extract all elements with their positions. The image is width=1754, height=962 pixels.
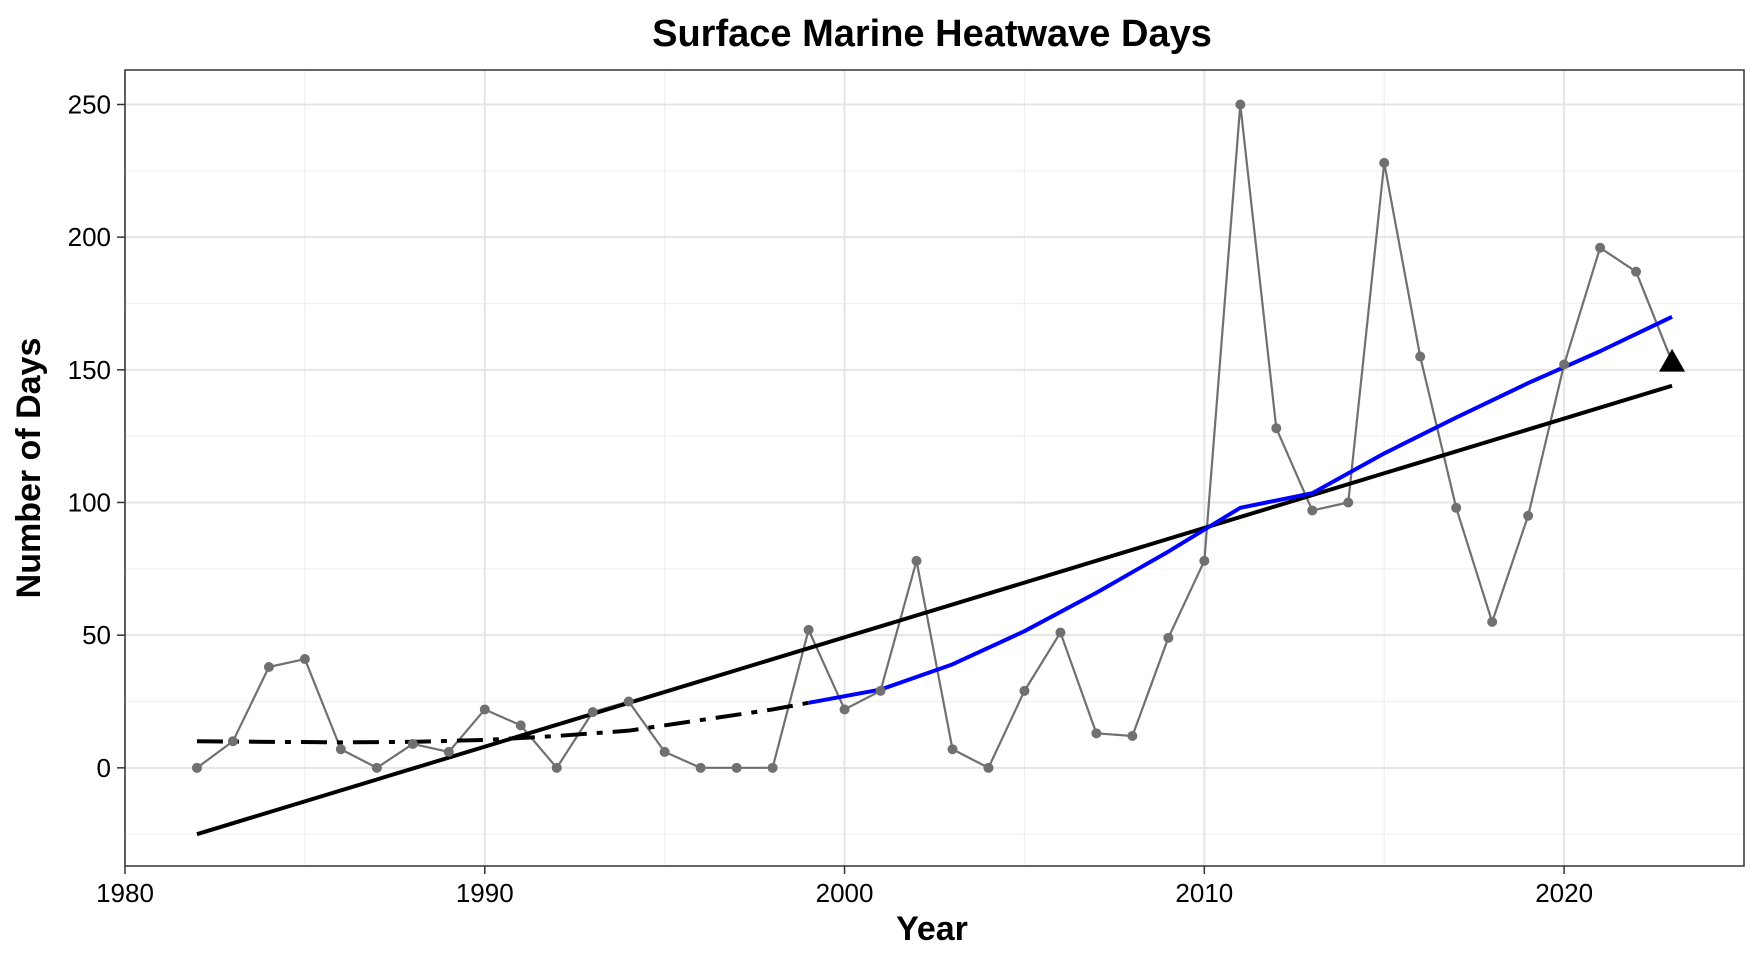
latest-triangle-marker — [1659, 348, 1686, 372]
observed-data-point — [515, 720, 526, 731]
observed-data-point — [1091, 728, 1102, 739]
observed-data-point — [1199, 555, 1210, 566]
smooth-trend-late-line — [808, 314, 1673, 705]
y-axis-title: Number of Days — [10, 338, 48, 599]
observed-data-point — [1163, 632, 1174, 643]
observed-data-point — [875, 685, 886, 696]
x-tick-label: 2010 — [1175, 878, 1233, 908]
observed-data-point — [443, 746, 454, 757]
observed-data-point — [1379, 157, 1390, 168]
x-tick-label: 2000 — [816, 878, 874, 908]
x-tick-label: 1990 — [456, 878, 514, 908]
observed-data-point — [263, 662, 274, 672]
observed-data-point — [335, 744, 346, 755]
observed-data-point — [1487, 616, 1498, 627]
observed-data-point — [839, 704, 850, 715]
observed-data-point — [803, 624, 814, 635]
observed-data-point — [1307, 505, 1318, 516]
observed-data-point — [299, 654, 310, 665]
smooth-trend-early-line — [196, 700, 809, 745]
tick-layer: 1980 1990 2000 2010 2020 0 50 100 150 200 250 — [68, 89, 1593, 908]
data-layer — [191, 99, 1686, 837]
y-tick-label: 50 — [82, 620, 111, 650]
observed-data-point — [731, 762, 742, 773]
observed-data-point — [191, 762, 202, 773]
observed-data-point — [551, 762, 562, 773]
linear-trend-line — [196, 383, 1673, 837]
observed-series-line — [196, 103, 1674, 769]
observed-data-point — [1595, 242, 1606, 253]
observed-data-point — [1631, 266, 1642, 277]
chart-title: Surface Marine Heatwave Days — [652, 13, 1212, 55]
plot-border — [124, 69, 1745, 867]
y-tick-label: 150 — [68, 355, 111, 385]
observed-data-point — [1451, 502, 1462, 513]
observed-data-point — [587, 707, 598, 718]
observed-data-point — [227, 736, 238, 747]
observed-data-point — [371, 762, 382, 773]
observed-data-point — [1343, 497, 1354, 508]
observed-data-point — [695, 762, 706, 773]
observed-data-point — [911, 555, 922, 566]
y-tick-label: 0 — [97, 753, 111, 783]
observed-data-point — [1127, 730, 1138, 741]
observed-data-point — [1271, 423, 1282, 434]
observed-data-point — [479, 704, 490, 715]
observed-data-point — [407, 738, 418, 749]
y-tick-label: 250 — [68, 89, 111, 119]
x-axis-title: Year — [896, 910, 968, 948]
observed-data-point — [767, 762, 778, 773]
observed-data-point — [1055, 627, 1066, 638]
x-tick-label: 2020 — [1535, 878, 1593, 908]
x-tick-label: 1980 — [96, 878, 154, 908]
y-tick-label: 100 — [68, 487, 111, 517]
observed-data-point — [659, 746, 670, 757]
observed-data-point — [1415, 351, 1426, 362]
observed-data-point — [1523, 510, 1534, 521]
observed-data-point — [1559, 359, 1570, 370]
observed-data-point — [1019, 685, 1030, 696]
observed-data-point — [947, 744, 958, 755]
observed-data-point — [1235, 99, 1246, 110]
observed-data-point — [983, 762, 994, 773]
grid-layer — [124, 70, 1744, 866]
y-tick-label: 200 — [68, 222, 111, 252]
observed-data-point — [623, 696, 634, 707]
